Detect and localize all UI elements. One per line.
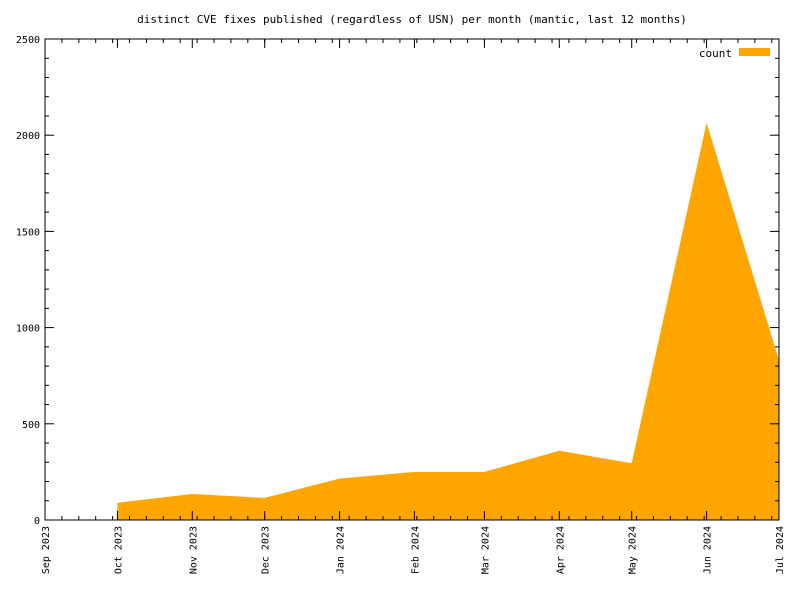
y-tick-label: 500 [22, 420, 40, 431]
x-tick-label: Feb 2024 [410, 526, 421, 574]
x-tick-label: Dec 2023 [261, 526, 272, 574]
area-layer [117, 122, 779, 520]
x-tick-label: Jun 2024 [703, 526, 714, 574]
x-tick-label: Apr 2024 [555, 526, 566, 574]
x-tick-label: Sep 2023 [41, 526, 52, 574]
y-tick-label: 0 [34, 516, 40, 527]
area-series-count [117, 122, 779, 520]
x-tick-label: Jul 2024 [775, 526, 786, 574]
legend-swatch-count [739, 48, 770, 56]
plot-frame [44, 38, 780, 521]
x-tick-label: Mar 2024 [480, 526, 491, 574]
y-tick-label: 2500 [16, 35, 40, 46]
y-tick-label: 2000 [16, 131, 40, 142]
legend: count [699, 47, 770, 60]
y-tick-label: 1500 [16, 227, 40, 238]
x-tick-label: May 2024 [628, 526, 639, 574]
x-tick-label: Nov 2023 [188, 526, 199, 574]
legend-label-count: count [699, 47, 732, 60]
axis-layer: 0 500 1000 1500 2000 2500 Sep 2023 Oct 2023 Nov … [16, 35, 786, 574]
y-tick-label: 1000 [16, 324, 40, 335]
chart-title: distinct CVE fixes published (regardless… [137, 13, 687, 26]
x-tick-label: Oct 2023 [113, 526, 124, 574]
x-tick-label: Jan 2024 [336, 526, 347, 574]
